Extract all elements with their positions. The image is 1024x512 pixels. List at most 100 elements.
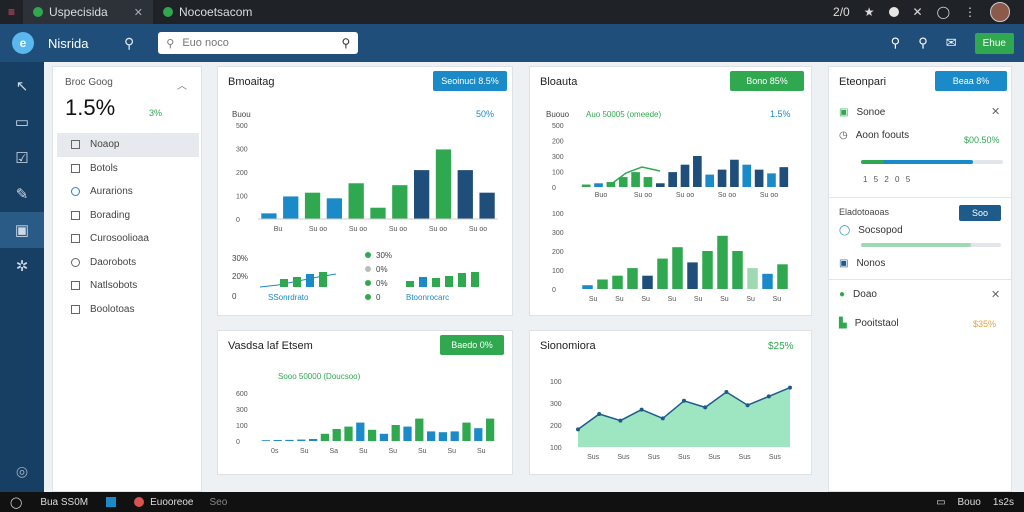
browser-tab-active[interactable]: Uspecisida ✕: [23, 0, 154, 24]
extension-icon[interactable]: [888, 7, 899, 17]
search-icon[interactable]: ⚲: [890, 35, 901, 50]
panel-row[interactable]: ◷ Aoon foouts: [839, 130, 909, 141]
start-icon[interactable]: ◯: [10, 496, 23, 509]
legend-dot: [365, 280, 371, 286]
x-tick-label: Su oo: [676, 192, 694, 199]
bar: [631, 172, 640, 187]
notification-icon[interactable]: ✉: [945, 35, 957, 50]
data-point: [597, 412, 602, 416]
panel-row-label: Doao: [853, 289, 877, 300]
y-tick-label: 200: [550, 423, 562, 430]
data-point: [788, 385, 792, 390]
record-icon[interactable]: ◯: [936, 5, 950, 19]
nav-item[interactable]: Borading: [57, 204, 199, 228]
x-tick-label: Sus: [587, 454, 600, 461]
y-tick-label: 100: [550, 445, 562, 452]
menu-dots-icon[interactable]: ⋮: [964, 5, 976, 19]
kpi-value: 1.5%: [65, 95, 116, 120]
rail-analytics-icon[interactable]: ▣: [0, 212, 44, 248]
nav-item-icon: [71, 140, 80, 150]
panel-row-sub: 1 5 2 0 5: [863, 175, 913, 184]
bar: [762, 273, 773, 289]
small-x-label: Btoonrocarc: [406, 293, 449, 302]
nav-item-label: Natlsobots: [90, 280, 138, 292]
section-button[interactable]: Soo: [959, 205, 1001, 221]
kpi-sub: 3%: [149, 108, 163, 118]
rail-document-icon[interactable]: ▭: [14, 114, 30, 131]
nav-item[interactable]: Botols: [57, 157, 199, 181]
bar: [742, 164, 752, 187]
close-icon[interactable]: ✕: [991, 106, 1001, 118]
rail-pointer-icon[interactable]: ↖: [15, 78, 29, 95]
close-icon[interactable]: ✕: [991, 289, 1001, 301]
data-point: [766, 394, 771, 399]
nav-panel: Broc Goog ︿ 1.5% 3% Noaop Botols Aurario…: [52, 66, 202, 492]
nav-item[interactable]: Boolotoas: [57, 298, 199, 322]
icon-rail: ↖ ▭ ☑ ✎ ▣ ✲ ◎: [0, 62, 44, 492]
y-tick-label: 300: [552, 154, 564, 161]
search-submit-icon[interactable]: ⚲: [341, 36, 351, 50]
y-tick-label: 200: [552, 139, 564, 146]
panel-pill-button[interactable]: Beaa 8%: [935, 71, 1007, 91]
tab-close-icon[interactable]: ✕: [133, 6, 144, 19]
card-pill-button[interactable]: Seoinuci 8.5%: [433, 71, 507, 91]
square-icon: ▣: [839, 258, 849, 269]
search-input[interactable]: ⚲ Euo noco ⚲: [158, 32, 359, 54]
x-tick-label: Su: [300, 448, 309, 455]
bar: [462, 422, 471, 441]
panel-row-label: Aoon foouts: [855, 130, 910, 141]
y-tick-label: 300: [550, 401, 562, 408]
browser-tab-inactive[interactable]: Nocoetsacom: [153, 0, 293, 24]
star-icon[interactable]: ★: [863, 5, 875, 19]
panel-row[interactable]: ▣ Sonoe: [839, 107, 885, 118]
rail-tools-icon[interactable]: ✎: [15, 186, 29, 203]
browser-tabstrip: ≡ Uspecisida ✕ Nocoetsacom 2/0 ★ ✕ ◯ ⋮: [0, 0, 1024, 24]
taskbar-text: Bua SS0M: [40, 496, 89, 508]
rail-chart-icon[interactable]: ☑: [15, 150, 29, 167]
card-pill-button[interactable]: Baedo 0%: [440, 335, 504, 355]
header-action-button[interactable]: Ehue: [974, 32, 1014, 54]
bar: [732, 251, 743, 289]
x-tick-label: Su oo: [760, 192, 778, 199]
bar: [392, 185, 408, 219]
nav-item[interactable]: Aurarions: [57, 180, 199, 204]
nav-item[interactable]: Natlsobots: [57, 274, 199, 298]
rail-help-icon[interactable]: ◎: [15, 463, 29, 479]
x-tick-label: Su: [641, 296, 650, 303]
close-icon[interactable]: ✕: [912, 5, 923, 19]
mini-bar: [280, 279, 288, 287]
x-tick-label: 0s: [271, 448, 279, 455]
nav-item[interactable]: Daorobots: [57, 251, 199, 275]
bar: [308, 439, 318, 441]
search-icon[interactable]: ⚲: [124, 34, 135, 51]
app-icon[interactable]: [106, 497, 117, 507]
progress-fill: [861, 160, 973, 164]
bar: [582, 285, 593, 289]
legend-dot: [365, 252, 371, 258]
nav-item[interactable]: Curosoolioaa: [57, 227, 199, 251]
card-pill-button[interactable]: Bono 85%: [730, 71, 804, 91]
panel-row[interactable]: ◯ Socsopod: [839, 225, 903, 236]
logo-icon[interactable]: e: [12, 32, 34, 54]
bar: [370, 207, 386, 219]
x-tick-label: Su: [668, 296, 677, 303]
data-point: [682, 398, 686, 403]
tray-icon[interactable]: ▭: [936, 496, 946, 508]
bar: [668, 172, 677, 187]
chevron-up-icon[interactable]: ︿: [177, 81, 187, 92]
rail-settings-icon[interactable]: ✲: [15, 258, 29, 275]
panel-row[interactable]: ● Doao: [839, 289, 877, 300]
panel-row[interactable]: ▙ Pooitstaol: [839, 318, 899, 329]
mini-bar: [319, 272, 327, 287]
nav-item-label: Aurarions: [90, 186, 133, 198]
taskbar-app[interactable]: Euooreoe Seo: [126, 497, 235, 508]
avatar[interactable]: [990, 2, 1010, 22]
y-tick-label: 0: [552, 185, 556, 192]
browser-menu-icon[interactable]: ≡: [8, 5, 16, 19]
panel-title: Eteonpari: [839, 76, 887, 88]
zoom-icon[interactable]: ⚲: [918, 35, 928, 50]
nav-item[interactable]: Noaop: [57, 133, 199, 157]
tray-clock: 1s2s: [992, 496, 1014, 508]
panel-row[interactable]: ▣ Nonos: [839, 258, 885, 269]
bar: [450, 431, 459, 441]
